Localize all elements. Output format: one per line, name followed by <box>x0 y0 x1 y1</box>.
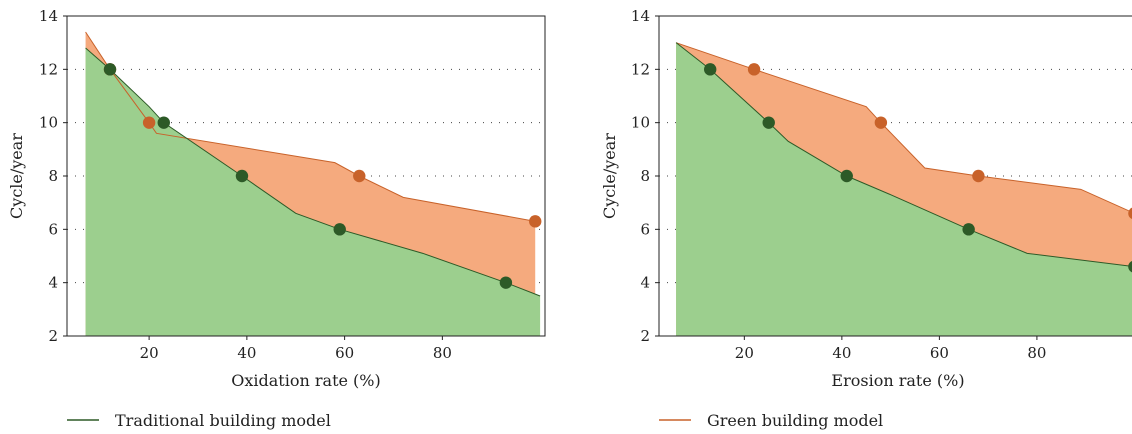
x-tick-label: 40 <box>832 344 851 362</box>
traditional-point <box>103 63 117 76</box>
legend-traditional: Traditional building model <box>67 411 331 430</box>
area-fills <box>676 42 1132 336</box>
oxidation-chart: 2 4 6 8 10 12 14 20 40 60 80 Oxidation rate (%) Cy… <box>7 7 546 390</box>
traditional-line <box>85 47 541 297</box>
traditional-point <box>157 116 170 129</box>
green-line <box>675 42 1132 213</box>
series-lines <box>85 31 541 297</box>
legend-label-traditional: Traditional building model <box>115 411 331 430</box>
y-tick-label: 2 <box>48 327 58 345</box>
traditional-point <box>840 169 853 183</box>
area-fills <box>85 32 541 336</box>
green-point <box>142 116 156 129</box>
y-tick-label: 4 <box>640 274 650 292</box>
legend-green: Green building model <box>659 411 883 430</box>
traditional-area <box>85 48 541 336</box>
x-tick-label: 20 <box>140 344 159 362</box>
y-tick-label: 6 <box>48 220 58 238</box>
x-tick-label: 20 <box>735 344 754 362</box>
y-axis-label: Cycle/year <box>7 133 26 219</box>
x-tick-label: 80 <box>1027 344 1046 362</box>
green-point <box>972 169 985 183</box>
traditional-point <box>499 276 513 289</box>
traditional-point <box>333 223 346 236</box>
traditional-point <box>962 223 975 236</box>
x-tick-label: 40 <box>237 344 256 362</box>
axis-ticks: 2 4 6 8 10 12 14 20 40 60 80 <box>631 7 1047 362</box>
y-tick-label: 8 <box>640 167 650 185</box>
y-tick-label: 14 <box>631 7 650 25</box>
y-tick-label: 6 <box>640 220 650 238</box>
x-axis-label: Oxidation rate (%) <box>231 371 380 390</box>
y-tick-label: 12 <box>631 60 650 78</box>
traditional-point <box>704 63 717 76</box>
y-tick-label: 14 <box>39 7 58 25</box>
x-tick-label: 60 <box>930 344 949 362</box>
series-markers <box>704 63 1132 273</box>
y-tick-label: 12 <box>39 60 58 78</box>
traditional-point <box>1128 260 1132 273</box>
y-axis-label: Cycle/year <box>600 133 619 219</box>
y-tick-label: 10 <box>39 114 58 132</box>
green-point <box>1128 207 1132 220</box>
traditional-area <box>676 42 1132 336</box>
traditional-point <box>235 169 249 183</box>
x-tick-label: 80 <box>433 344 452 362</box>
green-point <box>529 215 542 228</box>
x-tick-label: 60 <box>335 344 354 362</box>
series-markers <box>103 63 542 289</box>
green-line <box>85 31 536 222</box>
green-point <box>353 169 366 183</box>
y-tick-label: 2 <box>640 327 650 345</box>
green-point <box>747 63 761 76</box>
y-tick-label: 4 <box>48 274 58 292</box>
traditional-point <box>762 116 775 129</box>
erosion-chart: 2 4 6 8 10 12 14 20 40 60 80 Erosion rate (%) Cycl… <box>600 7 1132 390</box>
y-tick-label: 10 <box>631 114 650 132</box>
axis-ticks: 2 4 6 8 10 12 14 20 40 60 80 <box>39 7 452 362</box>
x-axis-label: Erosion rate (%) <box>831 371 964 390</box>
green-point <box>874 116 888 129</box>
legend-label-green: Green building model <box>707 411 883 430</box>
y-tick-label: 8 <box>48 167 58 185</box>
